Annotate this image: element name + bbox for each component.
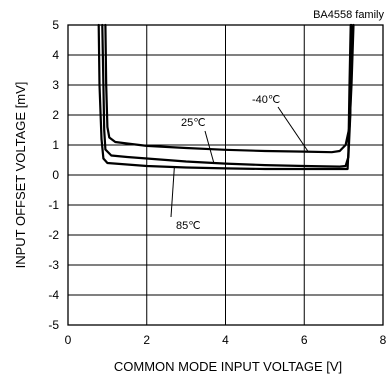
grid	[68, 25, 383, 325]
x-tick-label: 4	[222, 333, 229, 347]
x-tick-labels: 0 2 4 6 8	[65, 333, 387, 347]
series-line-minus-40c	[104, 23, 355, 154]
annotation-label: 85℃	[176, 220, 201, 232]
x-tick-label: 2	[143, 333, 150, 347]
x-tick-label: 8	[380, 333, 387, 347]
annotation-label: 25℃	[181, 117, 206, 129]
series-group	[97, 23, 355, 171]
x-tick-label: 0	[65, 333, 72, 347]
y-tick-label: 0	[52, 168, 59, 182]
y-tick-label: -4	[48, 288, 59, 302]
y-tick-label: -2	[48, 228, 59, 242]
plot-frame	[67, 24, 384, 326]
y-tick-label: 2	[52, 108, 59, 122]
y-tick-label: 3	[52, 78, 59, 92]
annotation-pointer	[204, 130, 215, 163]
y-tick-labels: -5 -4 -3 -2 -1 0 1 2 3 4 5	[48, 18, 59, 332]
y-tick-label: 5	[52, 18, 59, 32]
x-tick-label: 6	[301, 333, 308, 347]
y-tick-label: 4	[52, 48, 59, 62]
annotations: -40℃ 25℃ 85℃	[170, 94, 309, 232]
annotation-label: -40℃	[252, 94, 280, 106]
y-tick-label: 1	[52, 138, 59, 152]
annotation-pointer	[277, 106, 309, 152]
y-axis-title: INPUT OFFSET VOLTAGE [mV]	[13, 82, 28, 269]
chart-title: BA4558 family	[313, 9, 384, 21]
y-tick-label: -5	[48, 318, 59, 332]
series-line-85c	[97, 23, 352, 171]
y-tick-label: -3	[48, 258, 59, 272]
y-tick-label: -1	[48, 198, 59, 212]
x-axis-title: COMMON MODE INPUT VOLTAGE [V]	[114, 359, 342, 374]
annotation-pointer	[170, 167, 175, 218]
